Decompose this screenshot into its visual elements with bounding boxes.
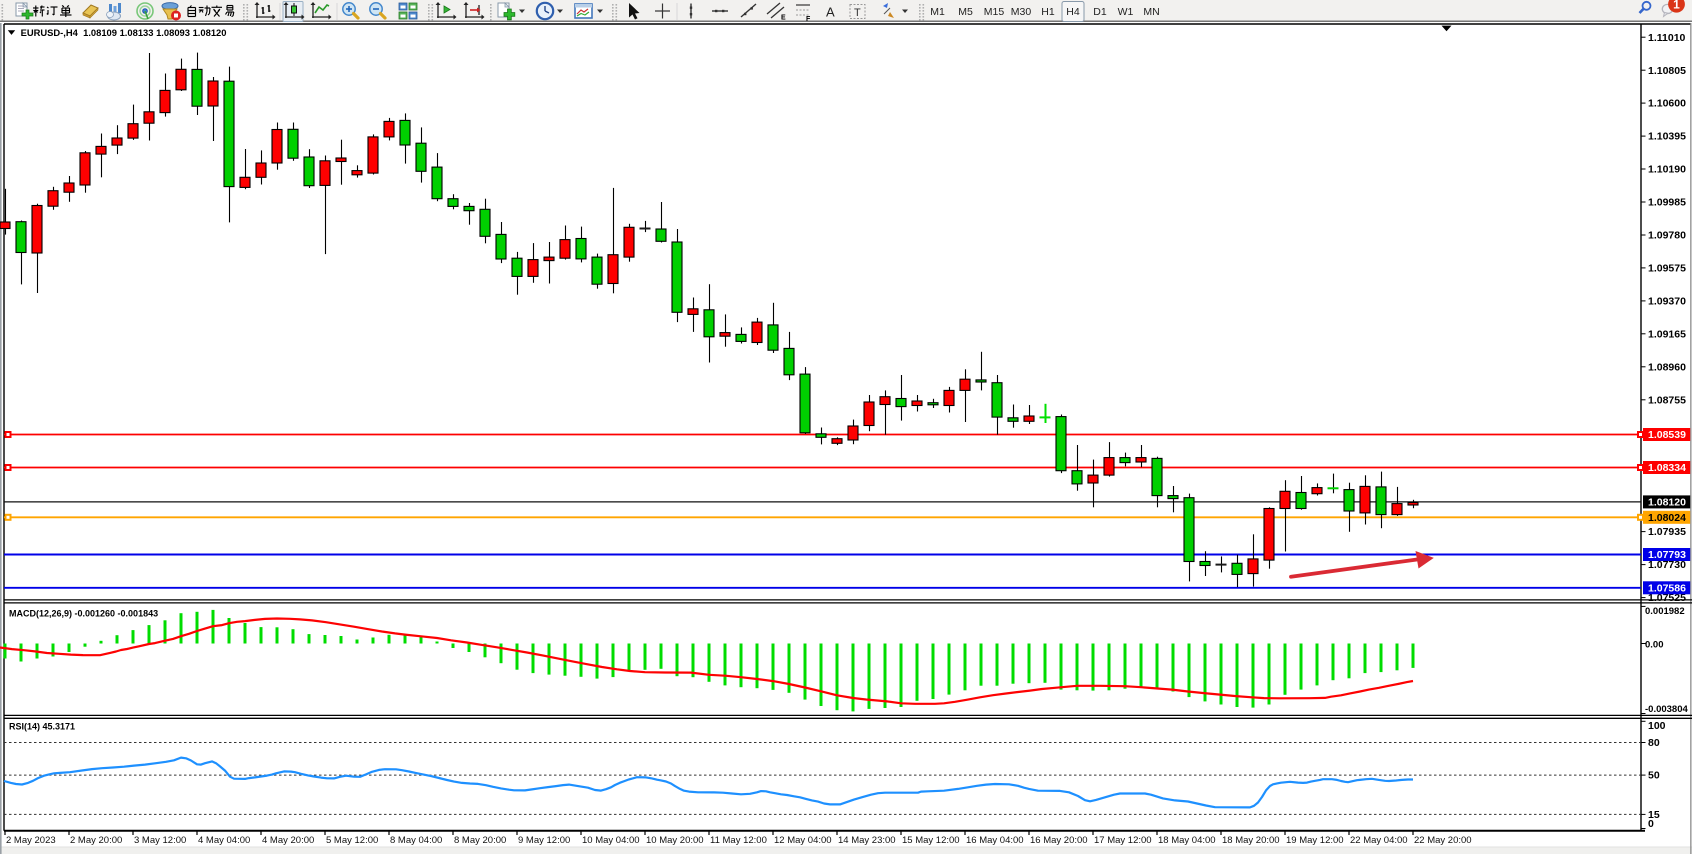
svg-text:D1: D1 (1093, 6, 1107, 18)
svg-text:F: F (806, 16, 811, 23)
svg-text:3 May 12:00: 3 May 12:00 (134, 835, 186, 846)
svg-text:1.11010: 1.11010 (1648, 32, 1686, 44)
svg-text:0.001982: 0.001982 (1645, 606, 1685, 617)
svg-text:E: E (781, 15, 786, 22)
svg-text:4 May 20:00: 4 May 20:00 (262, 835, 314, 846)
svg-text:-0.003804: -0.003804 (1645, 704, 1689, 715)
svg-text:1.07730: 1.07730 (1648, 559, 1686, 571)
svg-text:1.08334: 1.08334 (1648, 462, 1686, 474)
svg-text:15: 15 (1648, 809, 1660, 821)
svg-text:1.08960: 1.08960 (1648, 361, 1686, 373)
svg-text:1.10805: 1.10805 (1648, 65, 1686, 77)
svg-text:4 May 04:00: 4 May 04:00 (198, 835, 250, 846)
svg-text:1.07525: 1.07525 (1648, 592, 1686, 604)
svg-text:1.08539: 1.08539 (1648, 429, 1686, 441)
svg-text:1.07935: 1.07935 (1648, 526, 1686, 538)
svg-text:11 May 12:00: 11 May 12:00 (710, 835, 767, 846)
svg-text:100: 100 (1648, 720, 1666, 732)
svg-text:RSI(14) 45.3171: RSI(14) 45.3171 (9, 721, 75, 731)
svg-text:50: 50 (1648, 770, 1660, 782)
svg-text:1.10600: 1.10600 (1648, 98, 1686, 110)
svg-text:1.09165: 1.09165 (1648, 328, 1686, 340)
svg-text:12 May 04:00: 12 May 04:00 (774, 835, 832, 846)
svg-text:1.08755: 1.08755 (1648, 394, 1686, 406)
svg-text:1.09575: 1.09575 (1648, 263, 1686, 275)
svg-text:0: 0 (1648, 818, 1654, 830)
svg-text:18 May 20:00: 18 May 20:00 (1222, 835, 1280, 846)
svg-text:9 May 12:00: 9 May 12:00 (518, 835, 570, 846)
svg-text:1.08120: 1.08120 (1648, 497, 1686, 509)
svg-text:0.00: 0.00 (1645, 639, 1664, 650)
svg-text:H4: H4 (1066, 6, 1080, 18)
svg-text:15 May 12:00: 15 May 12:00 (902, 835, 960, 846)
svg-text:1.10190: 1.10190 (1648, 164, 1686, 176)
svg-text:1.09780: 1.09780 (1648, 230, 1686, 242)
svg-text:17 May 12:00: 17 May 12:00 (1094, 835, 1152, 846)
svg-text:16 May 04:00: 16 May 04:00 (966, 835, 1024, 846)
svg-text:1.07793: 1.07793 (1648, 549, 1686, 561)
svg-text:W1: W1 (1118, 6, 1134, 18)
svg-text:2 May 2023: 2 May 2023 (6, 835, 56, 846)
svg-text:22 May 20:00: 22 May 20:00 (1414, 835, 1472, 846)
svg-text:H1: H1 (1041, 6, 1055, 18)
svg-text:10 May 04:00: 10 May 04:00 (582, 835, 640, 846)
svg-text:2 May 20:00: 2 May 20:00 (70, 835, 122, 846)
svg-text:M30: M30 (1011, 6, 1032, 18)
svg-text:1.10395: 1.10395 (1648, 131, 1686, 143)
svg-text:8 May 20:00: 8 May 20:00 (454, 835, 506, 846)
svg-text:1.07586: 1.07586 (1648, 582, 1686, 594)
svg-text:80: 80 (1648, 737, 1660, 749)
svg-text:1.09985: 1.09985 (1648, 197, 1686, 209)
svg-text:M1: M1 (930, 6, 945, 18)
svg-text:16 May 20:00: 16 May 20:00 (1030, 835, 1088, 846)
svg-text:8 May 04:00: 8 May 04:00 (390, 835, 442, 846)
svg-text:M5: M5 (958, 6, 973, 18)
svg-text:MACD(12,26,9) -0.001260 -0.001: MACD(12,26,9) -0.001260 -0.001843 (9, 608, 158, 618)
svg-text:19 May 12:00: 19 May 12:00 (1286, 835, 1344, 846)
svg-text:22 May 04:00: 22 May 04:00 (1350, 835, 1408, 846)
svg-text:M15: M15 (984, 6, 1005, 18)
svg-text:1: 1 (1673, 0, 1680, 12)
svg-text:A: A (826, 5, 835, 20)
svg-text:10 May 20:00: 10 May 20:00 (646, 835, 704, 846)
svg-text:1.09370: 1.09370 (1648, 296, 1686, 308)
svg-text:MN: MN (1143, 6, 1159, 18)
svg-text:5 May 12:00: 5 May 12:00 (326, 835, 378, 846)
svg-text:1.08024: 1.08024 (1648, 512, 1686, 524)
svg-text:T: T (854, 7, 861, 19)
svg-text:EURUSD-,H4 1.08109 1.08133 1.: EURUSD-,H4 1.08109 1.08133 1.08093 1.081… (21, 27, 227, 38)
svg-text:18 May 04:00: 18 May 04:00 (1158, 835, 1216, 846)
svg-text:14 May 23:00: 14 May 23:00 (838, 835, 896, 846)
